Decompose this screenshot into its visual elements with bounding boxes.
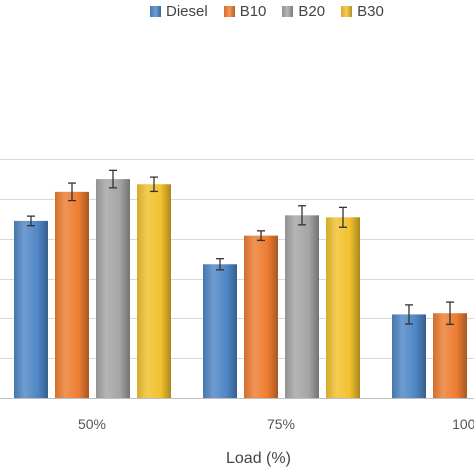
legend-swatch [282,5,294,17]
error-bar [257,230,265,242]
bar-b20-50 [96,179,130,398]
error-bar [150,176,158,193]
legend-item-diesel: Diesel [150,3,208,20]
error-bar [446,301,454,326]
legend-label: B10 [239,2,267,20]
error-bar [405,304,413,325]
bar-b30-75 [326,217,360,398]
bar-b30-50 [137,184,171,398]
legend-item-b20: B20 [282,3,325,20]
x-tick-labels: 50% 75% 100% [78,416,474,432]
error-bar [109,169,117,189]
error-bar [216,258,224,271]
legend-label: Diesel [166,2,208,20]
x-tick-label: 75% [267,416,295,432]
x-tick-label: 100% [452,416,474,432]
legend-item-b30: B30 [341,3,384,20]
legend-label: B30 [357,2,384,20]
error-bar [27,215,35,227]
bar-diesel-100 [392,314,426,398]
bar-b10-75 [244,235,278,398]
error-bar [298,205,306,226]
bars [14,179,467,398]
bar-diesel-75 [203,264,237,398]
x-tick-label: 50% [78,416,106,432]
error-bars [27,169,454,326]
bar-b20-75 [285,215,319,398]
error-bar [68,182,76,202]
error-bar [339,206,347,228]
legend-swatch [341,5,353,17]
legend-swatch [223,5,235,17]
bar-diesel-50 [14,220,48,398]
legend-label: B20 [298,2,326,20]
bar-b10-100 [433,313,467,398]
legend-swatch [150,5,161,17]
x-axis-title: Load (%) [226,450,291,467]
bar-b10-50 [55,191,89,398]
legend: Diesel B10 B20 B30 [150,2,400,20]
legend-item-b10: B10 [223,2,267,20]
